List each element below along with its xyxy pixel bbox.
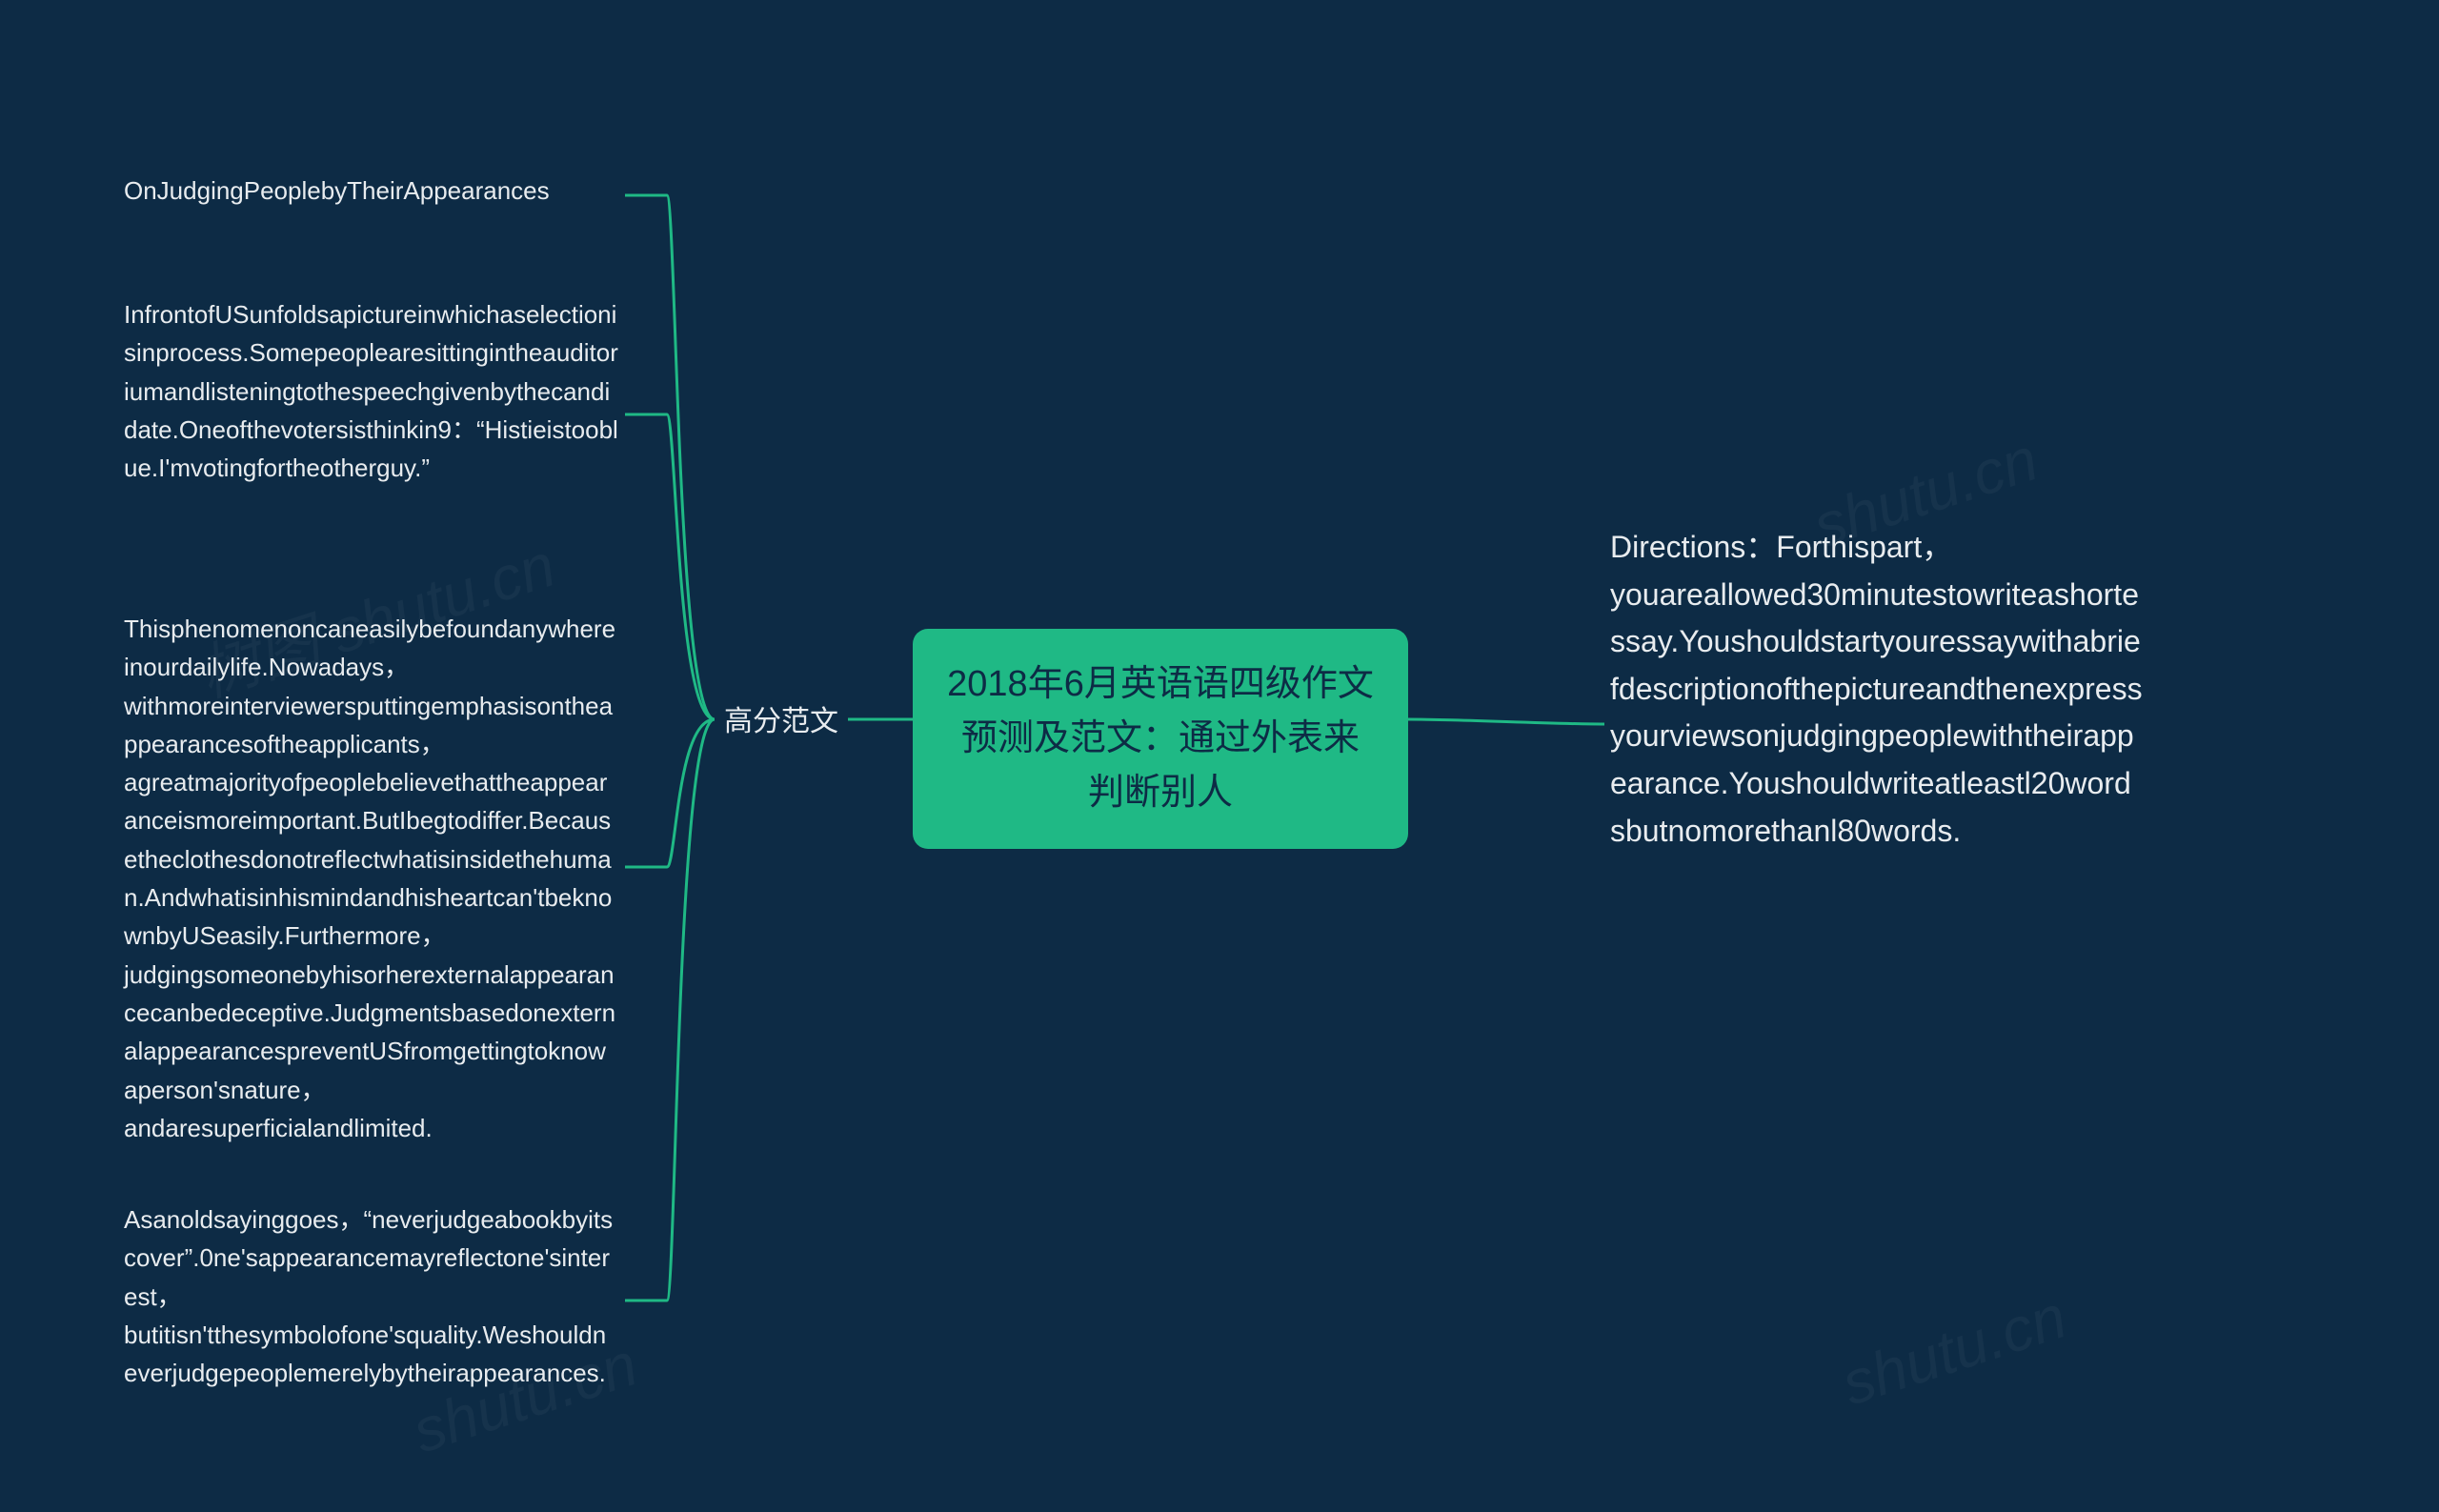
- left-leaf-node[interactable]: Asanoldsayinggoes，“neverjudgeabookbyitsc…: [124, 1200, 619, 1392]
- watermark: shutu.cn: [1833, 1280, 2074, 1419]
- left-leaf-text: InfrontofUSunfoldsapictureinwhichaselect…: [124, 300, 618, 482]
- left-branch-label-text: 高分范文: [724, 706, 838, 737]
- right-leaf-text: Directions：Forthispart，youareallowed30mi…: [1610, 530, 2143, 848]
- left-branch-label[interactable]: 高分范文: [724, 700, 838, 745]
- left-leaf-text: OnJudgingPeoplebyTheirAppearances: [124, 176, 550, 205]
- center-topic-text: 2018年6月英语语四级作文预测及范文：通过外表来判断别人: [947, 664, 1374, 813]
- left-leaf-node[interactable]: Thisphenomenoncaneasilybefoundanywherein…: [124, 610, 619, 1147]
- left-leaf-node[interactable]: InfrontofUSunfoldsapictureinwhichaselect…: [124, 295, 619, 487]
- left-leaf-node[interactable]: OnJudgingPeoplebyTheirAppearances: [124, 171, 619, 210]
- center-topic-node[interactable]: 2018年6月英语语四级作文预测及范文：通过外表来判断别人: [913, 629, 1408, 849]
- left-leaf-text: Thisphenomenoncaneasilybefoundanywherein…: [124, 615, 615, 1142]
- right-leaf-node[interactable]: Directions：Forthispart，youareallowed30mi…: [1610, 524, 2144, 855]
- left-leaf-text: Asanoldsayinggoes，“neverjudgeabookbyitsc…: [124, 1205, 613, 1387]
